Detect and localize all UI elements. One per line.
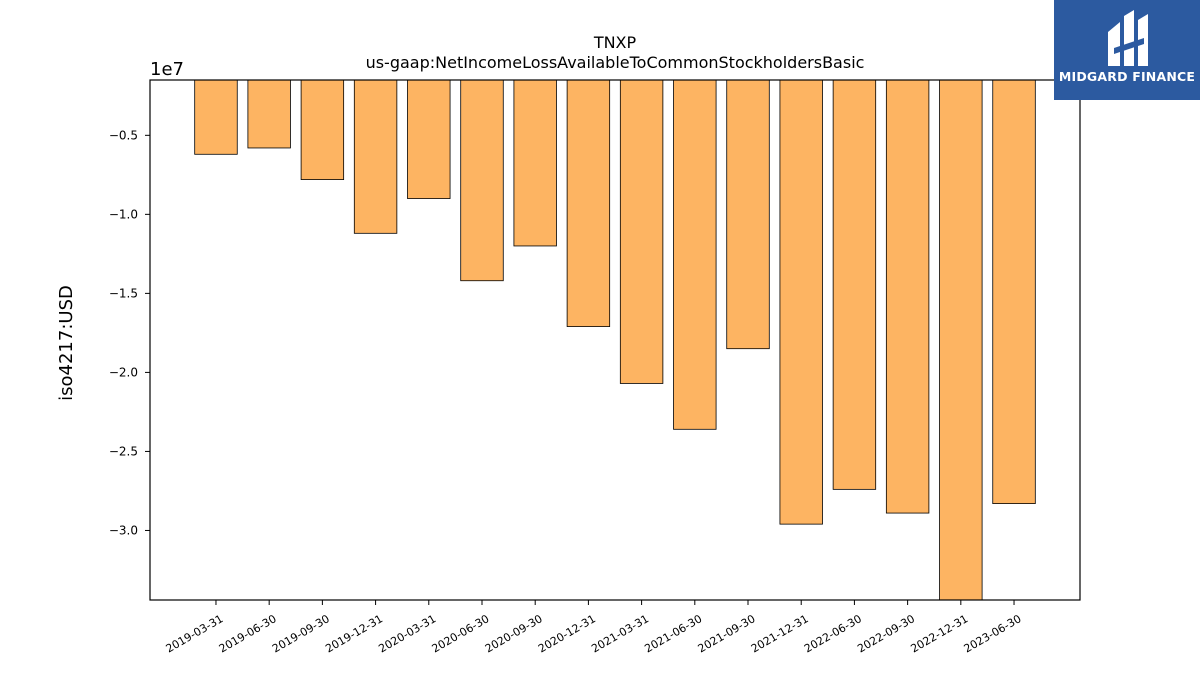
bar-2021-06-30 <box>673 79 717 430</box>
bar-2020-09-30 <box>513 79 557 247</box>
x-tick-label: 2021-12-31 <box>749 612 811 655</box>
x-axis-ticks: 2019-03-312019-06-302019-09-302019-12-31… <box>164 600 1024 655</box>
bar-2023-06-30 <box>992 79 1036 504</box>
bars-group <box>194 79 1036 601</box>
x-tick-label: 2019-06-30 <box>217 612 279 655</box>
y-tick-label: −3.0 <box>109 523 138 537</box>
x-tick-label: 2020-09-30 <box>483 612 545 655</box>
x-tick-label: 2021-03-31 <box>589 612 651 655</box>
x-tick-label: 2020-03-31 <box>376 612 438 655</box>
plot-frame <box>149 79 1081 601</box>
logo-text: MIDGARD FINANCE <box>1058 69 1196 84</box>
bar-2021-12-31 <box>779 79 823 525</box>
x-tick-label: 2021-09-30 <box>696 612 758 655</box>
bar-2020-12-31 <box>566 79 611 327</box>
y-tick-label: −2.0 <box>109 365 138 379</box>
y-tick-label: −0.5 <box>109 128 138 142</box>
bar-2019-12-31 <box>353 79 398 234</box>
x-tick-label: 2021-06-30 <box>642 612 704 655</box>
y-tick-label: −1.0 <box>109 207 138 221</box>
x-tick-label: 2023-06-30 <box>962 612 1024 655</box>
y-axis-ticks: −0.5 −1.0 −1.5 −2.0 −2.5 −3.0 <box>109 128 150 537</box>
x-tick-label: 2022-09-30 <box>855 612 917 655</box>
chart-title: TNXP <box>593 33 637 52</box>
bar-2022-06-30 <box>832 79 877 490</box>
x-tick-label: 2019-03-31 <box>164 612 226 655</box>
bar-2021-09-30 <box>726 79 770 350</box>
bar-2019-06-30 <box>247 79 291 149</box>
bar-2019-09-30 <box>300 79 345 180</box>
x-tick-label: 2019-09-30 <box>270 612 332 655</box>
midgard-logo-icon <box>1108 10 1148 66</box>
x-tick-label: 2020-12-31 <box>536 612 598 655</box>
bar-2019-03-31 <box>194 79 238 155</box>
y-axis-offset-label: 1e7 <box>150 59 184 80</box>
chart-subtitle: us-gaap:NetIncomeLossAvailableToCommonSt… <box>366 53 865 72</box>
bar-2020-06-30 <box>460 79 504 282</box>
y-tick-label: −2.5 <box>109 444 138 458</box>
y-tick-label: −1.5 <box>109 286 138 300</box>
midgard-finance-logo: MIDGARD FINANCE <box>1054 0 1200 100</box>
y-axis-label: iso4217:USD <box>56 285 77 401</box>
bar-2020-03-31 <box>407 79 451 199</box>
x-tick-label: 2020-06-30 <box>430 612 492 655</box>
bar-2021-03-31 <box>619 79 664 384</box>
x-tick-label: 2019-12-31 <box>323 612 385 655</box>
bar-2022-12-31 <box>939 79 983 601</box>
x-tick-label: 2022-12-31 <box>908 612 970 655</box>
x-tick-label: 2022-06-30 <box>802 612 864 655</box>
bar-2022-09-30 <box>885 79 930 514</box>
